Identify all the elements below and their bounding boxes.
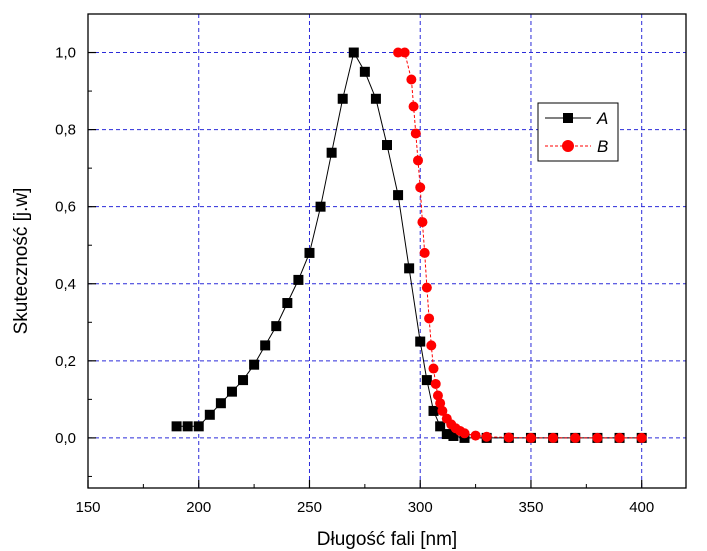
x-tick-label: 350 bbox=[518, 499, 543, 516]
data-point bbox=[437, 405, 448, 416]
data-point bbox=[503, 432, 514, 443]
data-point bbox=[424, 313, 435, 324]
y-tick-label: 1,0 bbox=[55, 45, 76, 62]
data-point bbox=[435, 398, 446, 409]
data-point bbox=[430, 378, 441, 389]
data-point bbox=[315, 201, 326, 212]
data-point bbox=[282, 298, 293, 309]
series-layer bbox=[171, 47, 647, 443]
data-point bbox=[435, 421, 446, 432]
data-point bbox=[459, 428, 470, 439]
legend-box bbox=[537, 102, 619, 162]
data-point bbox=[481, 431, 492, 442]
data-point bbox=[421, 375, 432, 386]
data-point bbox=[525, 432, 536, 443]
y-tick-label: 0,6 bbox=[55, 199, 76, 216]
data-point bbox=[419, 247, 430, 258]
data-point bbox=[470, 430, 481, 441]
data-point bbox=[204, 409, 215, 420]
data-point bbox=[413, 155, 424, 166]
y-tick-label: 0,2 bbox=[55, 353, 76, 370]
data-point bbox=[426, 340, 437, 351]
data-point bbox=[226, 386, 237, 397]
data-point bbox=[428, 363, 439, 374]
data-point bbox=[636, 432, 647, 443]
data-point bbox=[592, 432, 603, 443]
series-B bbox=[393, 47, 647, 443]
data-point bbox=[337, 93, 348, 104]
data-point bbox=[570, 432, 581, 443]
data-point bbox=[393, 190, 404, 201]
x-tick-label: 250 bbox=[297, 499, 322, 516]
data-point bbox=[193, 421, 204, 432]
data-point bbox=[614, 432, 625, 443]
data-point bbox=[271, 321, 282, 332]
data-point bbox=[249, 359, 260, 370]
data-point bbox=[304, 247, 315, 258]
data-point bbox=[348, 47, 359, 58]
data-point bbox=[410, 128, 421, 139]
data-point bbox=[215, 398, 226, 409]
x-axis-title: Długość fali [nm] bbox=[317, 529, 457, 550]
data-point bbox=[408, 101, 419, 112]
x-tick-label: 200 bbox=[186, 499, 211, 516]
data-point bbox=[417, 217, 428, 228]
data-point bbox=[399, 47, 410, 58]
plot-frame bbox=[87, 13, 687, 489]
legend-marker-A bbox=[563, 113, 573, 123]
ticks: 150 200 250 300 350 400 0,0 0,2 0,4 0,6 0,8 1,0 bbox=[55, 45, 654, 516]
x-tick-label: 300 bbox=[408, 499, 433, 516]
y-tick-label: 0,4 bbox=[55, 276, 76, 293]
x-tick-label: 150 bbox=[75, 499, 100, 516]
y-axis-title: Skuteczność [j.w] bbox=[11, 188, 32, 335]
data-point bbox=[370, 93, 381, 104]
data-point bbox=[441, 429, 452, 440]
legend: AB bbox=[537, 102, 619, 162]
data-point bbox=[432, 390, 443, 401]
legend-marker-B bbox=[562, 140, 574, 152]
data-point bbox=[415, 336, 426, 347]
data-point bbox=[548, 432, 559, 443]
y-tick-label: 0,8 bbox=[55, 122, 76, 139]
data-point bbox=[448, 430, 459, 441]
data-point bbox=[171, 421, 182, 432]
data-point bbox=[415, 182, 426, 193]
data-point bbox=[326, 147, 337, 158]
y-tick-label: 0,0 bbox=[55, 430, 76, 447]
data-point bbox=[260, 340, 271, 351]
legend-label-B: B bbox=[597, 137, 608, 156]
data-point bbox=[293, 274, 304, 285]
legend-label-A: A bbox=[596, 109, 608, 128]
x-tick-label: 400 bbox=[629, 499, 654, 516]
data-point bbox=[182, 421, 193, 432]
data-point bbox=[428, 405, 439, 416]
data-point bbox=[238, 375, 249, 386]
data-point bbox=[404, 263, 415, 274]
data-point bbox=[406, 74, 417, 85]
data-point bbox=[421, 282, 432, 293]
data-point bbox=[382, 140, 392, 151]
data-point bbox=[359, 66, 370, 77]
